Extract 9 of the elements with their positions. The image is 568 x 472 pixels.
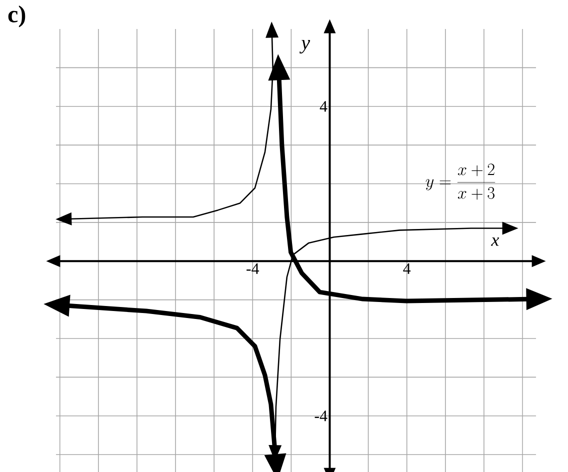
point (56, 212, 72, 226)
point (526, 288, 552, 310)
chart-title: c) (8, 6, 26, 28)
point (44, 294, 70, 317)
x-axis-title: x (490, 238, 500, 246)
annotation: $y = \frac{x + 2}{x + 3}$ (426, 164, 496, 200)
point (266, 22, 279, 38)
point (502, 222, 518, 235)
y-axis-title: y (300, 40, 310, 54)
